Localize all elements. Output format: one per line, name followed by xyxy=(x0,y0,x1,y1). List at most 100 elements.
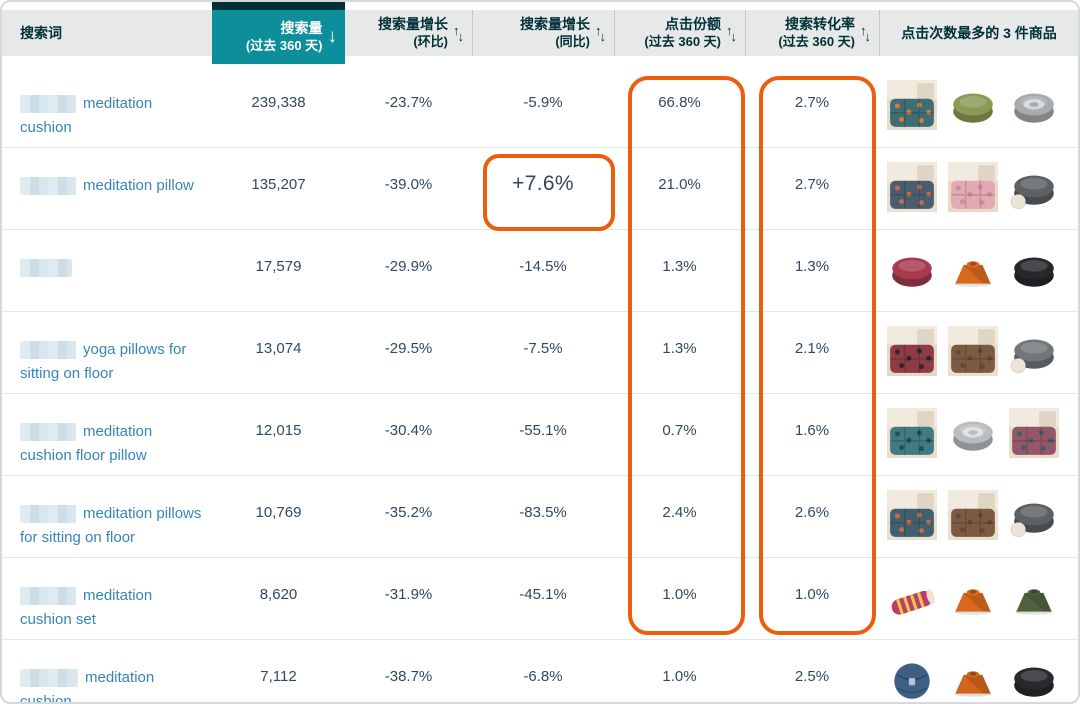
sort-toggle-icon[interactable]: ↑↓ xyxy=(726,22,737,44)
table-row: yoga pillows for sitting on floor 13,074… xyxy=(2,312,1078,394)
click-share-value: 1.3% xyxy=(662,340,697,357)
redacted-term-block xyxy=(20,177,76,196)
search-volume-value: 13,074 xyxy=(255,340,302,357)
column-sublabel: (过去 360 天) xyxy=(778,34,855,49)
growth-mom-value: -31.9% xyxy=(384,586,433,603)
column-label: 点击次数最多的 3 件商品 xyxy=(901,25,1057,41)
column-label: 搜索量增长 xyxy=(378,16,448,32)
table-row: 17,579 -29.9% -14.5% 1.3% 1.3% xyxy=(2,230,1078,312)
redacted-term-block xyxy=(20,505,76,524)
product-thumbnail[interactable] xyxy=(887,244,937,294)
search-term-link[interactable]: yoga pillows for sitting on floor xyxy=(20,341,187,382)
product-thumbnail[interactable] xyxy=(948,244,998,294)
product-thumbnail[interactable] xyxy=(1009,490,1059,540)
growth-yoy-value: -7.5% xyxy=(523,340,563,357)
conversion-value: 1.6% xyxy=(794,422,830,439)
sort-toggle-icon[interactable]: ↑↓ xyxy=(595,22,606,44)
product-thumbnail[interactable] xyxy=(948,572,998,622)
column-label: 搜索量 xyxy=(280,20,323,36)
search-term-cell: meditation pillow xyxy=(2,148,212,229)
conversion-value: 2.5% xyxy=(794,668,830,685)
conversion-value: 2.7% xyxy=(794,94,830,111)
search-volume-value: 8,620 xyxy=(259,586,298,603)
column-label: 点击份额 xyxy=(665,16,721,32)
product-thumbnail[interactable] xyxy=(948,490,998,540)
conversion-value: 2.1% xyxy=(794,340,830,357)
table-row: meditation cushion 7,112 -38.7% -6.8% 1.… xyxy=(2,640,1078,704)
product-thumbnail[interactable] xyxy=(1009,80,1059,130)
search-term-link[interactable]: meditation cushion set xyxy=(20,587,153,628)
growth-mom-value: -39.0% xyxy=(384,176,433,193)
product-thumbnail[interactable] xyxy=(1009,162,1059,212)
column-sublabel: (过去 360 天) xyxy=(245,38,323,53)
column-sublabel: (环比) xyxy=(413,34,448,49)
top-products-cell xyxy=(879,476,1078,557)
product-thumbnail[interactable] xyxy=(887,408,937,458)
growth-yoy-value: -45.1% xyxy=(519,586,567,603)
search-volume-value: 7,112 xyxy=(260,668,297,685)
column-header-click-share[interactable]: 点击份额 (过去 360 天) ↑↓ xyxy=(614,10,745,56)
top-products-cell xyxy=(879,230,1078,311)
search-volume-value: 10,769 xyxy=(255,504,302,521)
column-sublabel: (过去 360 天) xyxy=(644,34,721,49)
column-header-conversion-rate[interactable]: 搜索转化率 (过去 360 天) ↑↓ xyxy=(745,10,879,56)
top-products-cell xyxy=(879,558,1078,639)
sort-descending-arrow-icon: ↓ xyxy=(327,26,338,47)
table-row: meditation cushion set 8,620 -31.9% -45.… xyxy=(2,558,1078,640)
search-term-link[interactable]: meditation cushion floor pillow xyxy=(20,423,153,464)
column-label: 搜索量增长 xyxy=(520,16,590,32)
column-header-growth-mom[interactable]: 搜索量增长 (环比) ↑↓ xyxy=(345,10,472,56)
product-thumbnail[interactable] xyxy=(887,572,937,622)
product-thumbnail[interactable] xyxy=(887,490,937,540)
product-thumbnail[interactable] xyxy=(1009,572,1059,622)
growth-yoy-value: +7.6% xyxy=(512,172,574,195)
click-share-value: 0.7% xyxy=(662,422,697,439)
search-term-cell: meditation cushion xyxy=(2,66,212,147)
top-products-cell xyxy=(879,640,1078,702)
click-share-value: 1.3% xyxy=(662,258,697,275)
product-thumbnail[interactable] xyxy=(948,326,998,376)
product-thumbnail[interactable] xyxy=(887,654,937,702)
search-term-link[interactable]: meditation cushion xyxy=(20,669,155,704)
conversion-value: 1.3% xyxy=(794,258,830,275)
sort-toggle-icon[interactable]: ↑↓ xyxy=(860,22,871,44)
product-thumbnail[interactable] xyxy=(948,654,998,702)
redacted-term-block xyxy=(20,95,76,114)
growth-mom-value: -23.7% xyxy=(384,94,433,111)
search-term-link[interactable]: meditation pillows for sitting on floor xyxy=(20,505,202,546)
redacted-term-block xyxy=(20,587,76,606)
table-row: meditation pillow 135,207 -39.0% +7.6% 2… xyxy=(2,148,1078,230)
product-thumbnail[interactable] xyxy=(948,80,998,130)
conversion-value: 2.6% xyxy=(794,504,830,521)
search-term-cell: yoga pillows for sitting on floor xyxy=(2,312,212,393)
product-thumbnail[interactable] xyxy=(948,162,998,212)
click-share-value: 1.0% xyxy=(662,668,697,685)
column-header-search-volume[interactable]: 搜索量 (过去 360 天) ↓ xyxy=(212,2,345,64)
column-header-growth-yoy[interactable]: 搜索量增长 (同比) ↑↓ xyxy=(472,10,614,56)
search-term-cell: meditation cushion xyxy=(2,640,212,704)
sort-toggle-icon[interactable]: ↑↓ xyxy=(453,22,464,44)
product-thumbnail[interactable] xyxy=(1009,408,1059,458)
search-term-cell: meditation cushion floor pillow xyxy=(2,394,212,475)
search-term-link[interactable]: meditation pillow xyxy=(83,177,194,194)
product-thumbnail[interactable] xyxy=(1009,326,1059,376)
product-thumbnail[interactable] xyxy=(887,162,937,212)
search-term-cell: meditation cushion set xyxy=(2,558,212,639)
click-share-value: 2.4% xyxy=(662,504,697,521)
redacted-term-block xyxy=(20,669,78,688)
click-share-value: 66.8% xyxy=(658,94,701,111)
product-thumbnail[interactable] xyxy=(948,408,998,458)
product-thumbnail[interactable] xyxy=(887,326,937,376)
search-term-link[interactable]: meditation cushion xyxy=(20,95,153,136)
growth-mom-value: -29.5% xyxy=(384,340,433,357)
column-header-top-products: 点击次数最多的 3 件商品 xyxy=(879,10,1078,56)
product-thumbnail[interactable] xyxy=(887,80,937,130)
redacted-term-block xyxy=(20,259,72,278)
product-thumbnail[interactable] xyxy=(1009,654,1059,702)
search-volume-value: 239,338 xyxy=(251,94,306,111)
product-thumbnail[interactable] xyxy=(1009,244,1059,294)
column-label: 搜索转化率 xyxy=(785,16,855,32)
growth-mom-value: -29.9% xyxy=(384,258,433,275)
growth-mom-value: -30.4% xyxy=(384,422,433,439)
